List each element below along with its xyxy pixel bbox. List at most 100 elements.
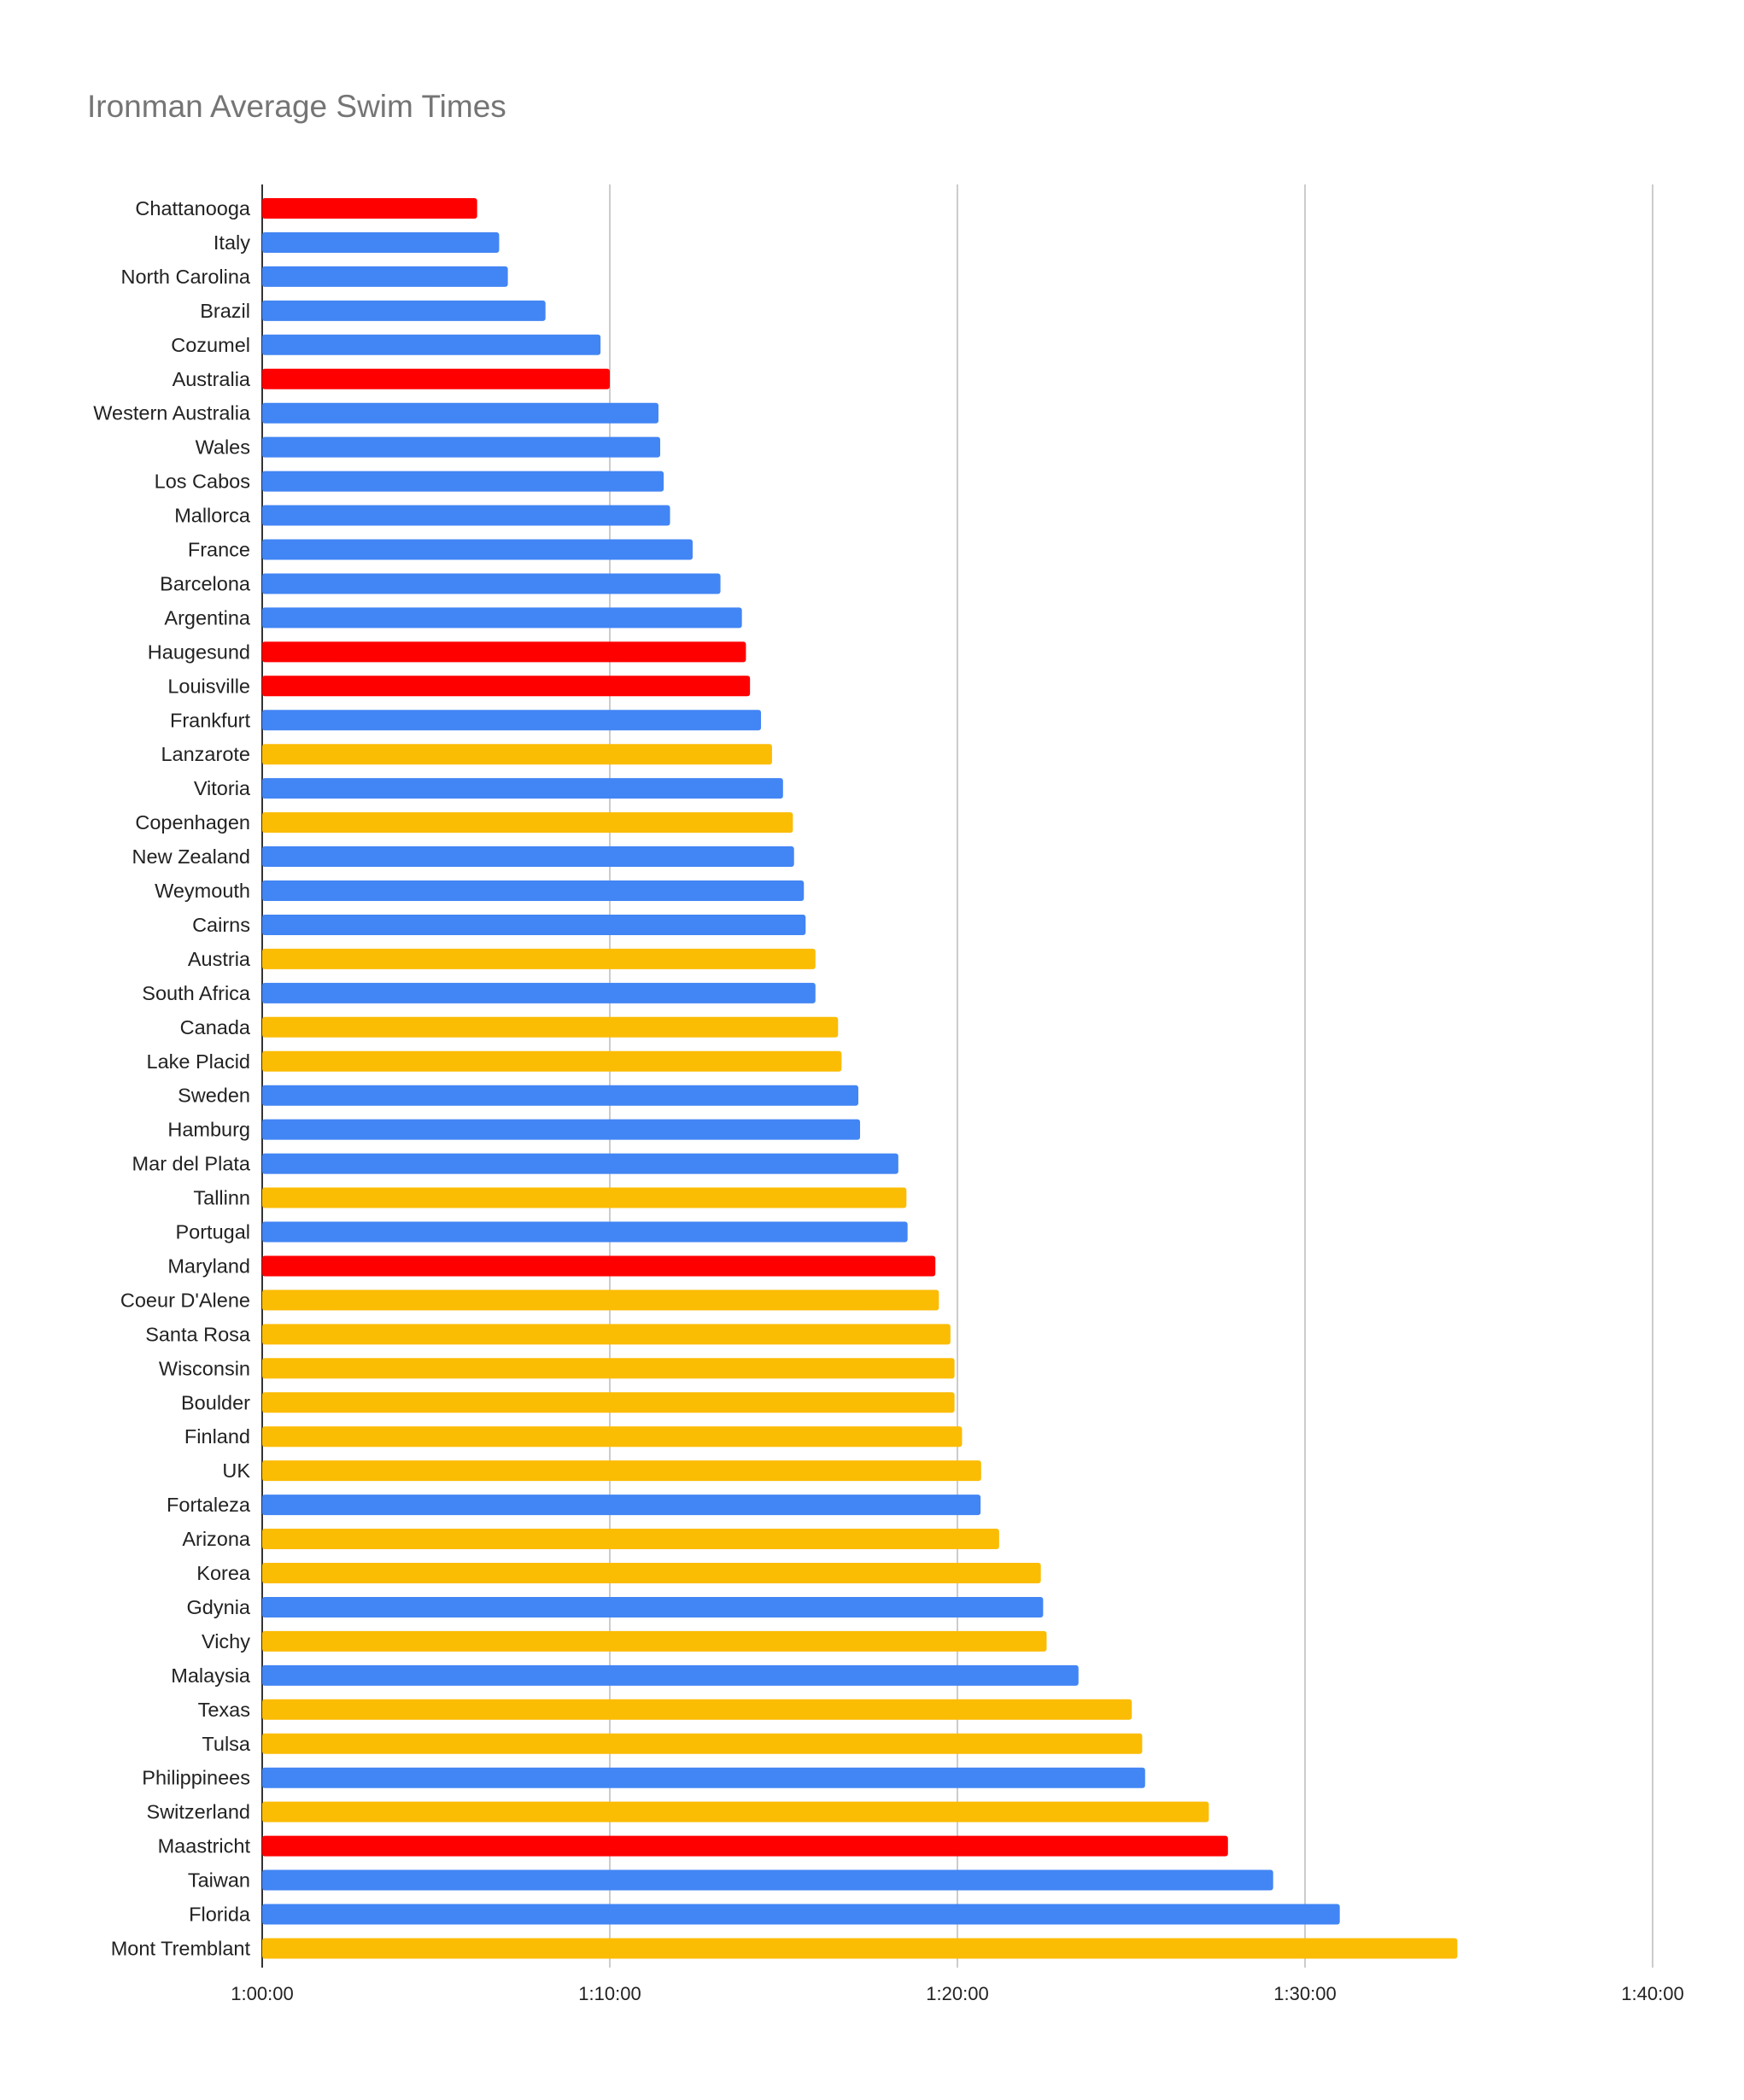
bar xyxy=(262,846,794,868)
bar xyxy=(262,1221,908,1243)
category-label: Tulsa xyxy=(202,1733,251,1755)
category-label: Maryland xyxy=(167,1255,250,1277)
bar xyxy=(262,1358,955,1379)
bar xyxy=(262,676,751,697)
bar xyxy=(262,1119,861,1140)
category-labels: Chattanooga Italy North Carolina Brazil Cozu… xyxy=(93,197,251,1959)
bar xyxy=(262,710,762,731)
category-label: Finland xyxy=(184,1425,250,1448)
category-label: North Carolina xyxy=(120,266,250,288)
category-label: Mont Tremblant xyxy=(111,1937,251,1959)
category-label: Austria xyxy=(188,948,251,970)
bar xyxy=(262,471,664,492)
bar xyxy=(262,1835,1228,1857)
category-label: Florida xyxy=(189,1904,251,1926)
bar xyxy=(262,1699,1132,1720)
category-label: Argentina xyxy=(164,606,251,629)
bars xyxy=(262,198,1458,1959)
bar xyxy=(262,1050,842,1072)
bar xyxy=(262,744,772,765)
x-tick-label: 1:30:00 xyxy=(1273,1983,1336,2004)
bar xyxy=(262,778,783,799)
bar xyxy=(262,1869,1273,1891)
category-label: UK xyxy=(222,1459,250,1482)
category-label: Mar del Plata xyxy=(132,1153,251,1175)
category-label: Western Australia xyxy=(93,402,251,424)
category-label: Hamburg xyxy=(167,1119,250,1141)
category-label: France xyxy=(188,539,250,561)
category-label: Portugal xyxy=(175,1221,250,1243)
category-label: Philippinees xyxy=(142,1767,250,1789)
category-label: Louisville xyxy=(167,675,250,697)
category-label: Gdynia xyxy=(187,1596,251,1618)
category-label: Frankfurt xyxy=(170,709,250,731)
category-label: Korea xyxy=(196,1562,251,1584)
category-label: Australia xyxy=(173,368,251,390)
category-label: Haugesund xyxy=(148,641,250,663)
category-label: Barcelona xyxy=(160,572,251,594)
x-tick-label: 1:00:00 xyxy=(231,1983,293,2004)
bar xyxy=(262,1290,939,1311)
x-tick-label: 1:20:00 xyxy=(926,1983,988,2004)
category-label: Boulder xyxy=(181,1391,250,1413)
bar xyxy=(262,436,661,458)
category-label: Los Cabos xyxy=(155,471,250,493)
category-label: Canada xyxy=(180,1016,251,1038)
bar xyxy=(262,539,694,560)
bar xyxy=(262,641,746,663)
bar xyxy=(262,1495,981,1516)
bar xyxy=(262,1426,963,1448)
bar xyxy=(262,982,816,1003)
category-label: Fortaleza xyxy=(167,1494,251,1516)
bar xyxy=(262,914,806,935)
category-label: Switzerland xyxy=(147,1801,250,1823)
category-label: Maastricht xyxy=(158,1835,251,1857)
category-label: Weymouth xyxy=(155,880,250,902)
bar xyxy=(262,231,500,253)
chart-title: Ironman Average Swim Times xyxy=(87,89,506,124)
bar xyxy=(262,505,670,526)
bar xyxy=(262,402,658,424)
bar xyxy=(262,1801,1209,1822)
category-label: Wales xyxy=(196,436,250,459)
category-label: Tallinn xyxy=(193,1187,250,1209)
category-label: Brazil xyxy=(200,300,250,322)
bar xyxy=(262,607,742,629)
x-tick-label: 1:10:00 xyxy=(578,1983,641,2004)
category-label: Taiwan xyxy=(188,1869,250,1892)
bar xyxy=(262,812,793,834)
bar xyxy=(262,1733,1143,1754)
bar xyxy=(262,1767,1145,1788)
bar xyxy=(262,1596,1044,1617)
category-label: Copenhagen xyxy=(135,811,250,834)
bar xyxy=(262,1255,936,1277)
bar xyxy=(262,1563,1041,1583)
category-label: Vichy xyxy=(202,1630,250,1653)
category-label: Chattanooga xyxy=(135,197,251,219)
bar xyxy=(262,1630,1047,1652)
bar xyxy=(262,1187,907,1208)
category-label: Cairns xyxy=(192,914,250,936)
bar xyxy=(262,1016,839,1038)
category-label: Cozumel xyxy=(171,334,250,356)
bar xyxy=(262,1153,898,1174)
x-tick-label: 1:40:00 xyxy=(1621,1983,1683,2004)
category-label: Arizona xyxy=(182,1528,251,1550)
bar xyxy=(262,1938,1458,1959)
bar xyxy=(262,880,805,901)
bar xyxy=(262,300,546,321)
bar xyxy=(262,266,508,287)
category-label: New Zealand xyxy=(132,845,250,868)
bar xyxy=(262,334,601,355)
category-label: Malaysia xyxy=(171,1664,251,1687)
bar xyxy=(262,573,721,594)
bar xyxy=(262,1460,981,1482)
category-label: Santa Rosa xyxy=(145,1323,251,1345)
category-label: Italy xyxy=(214,231,250,254)
bar xyxy=(262,1392,955,1413)
category-label: Texas xyxy=(198,1699,250,1721)
x-axis-tick-labels: 1:00:00 1:10:00 1:20:00 1:30:00 1:40:00 xyxy=(231,1983,1683,2004)
category-label: Coeur D'Alene xyxy=(120,1289,250,1311)
category-label: Wisconsin xyxy=(159,1357,250,1379)
